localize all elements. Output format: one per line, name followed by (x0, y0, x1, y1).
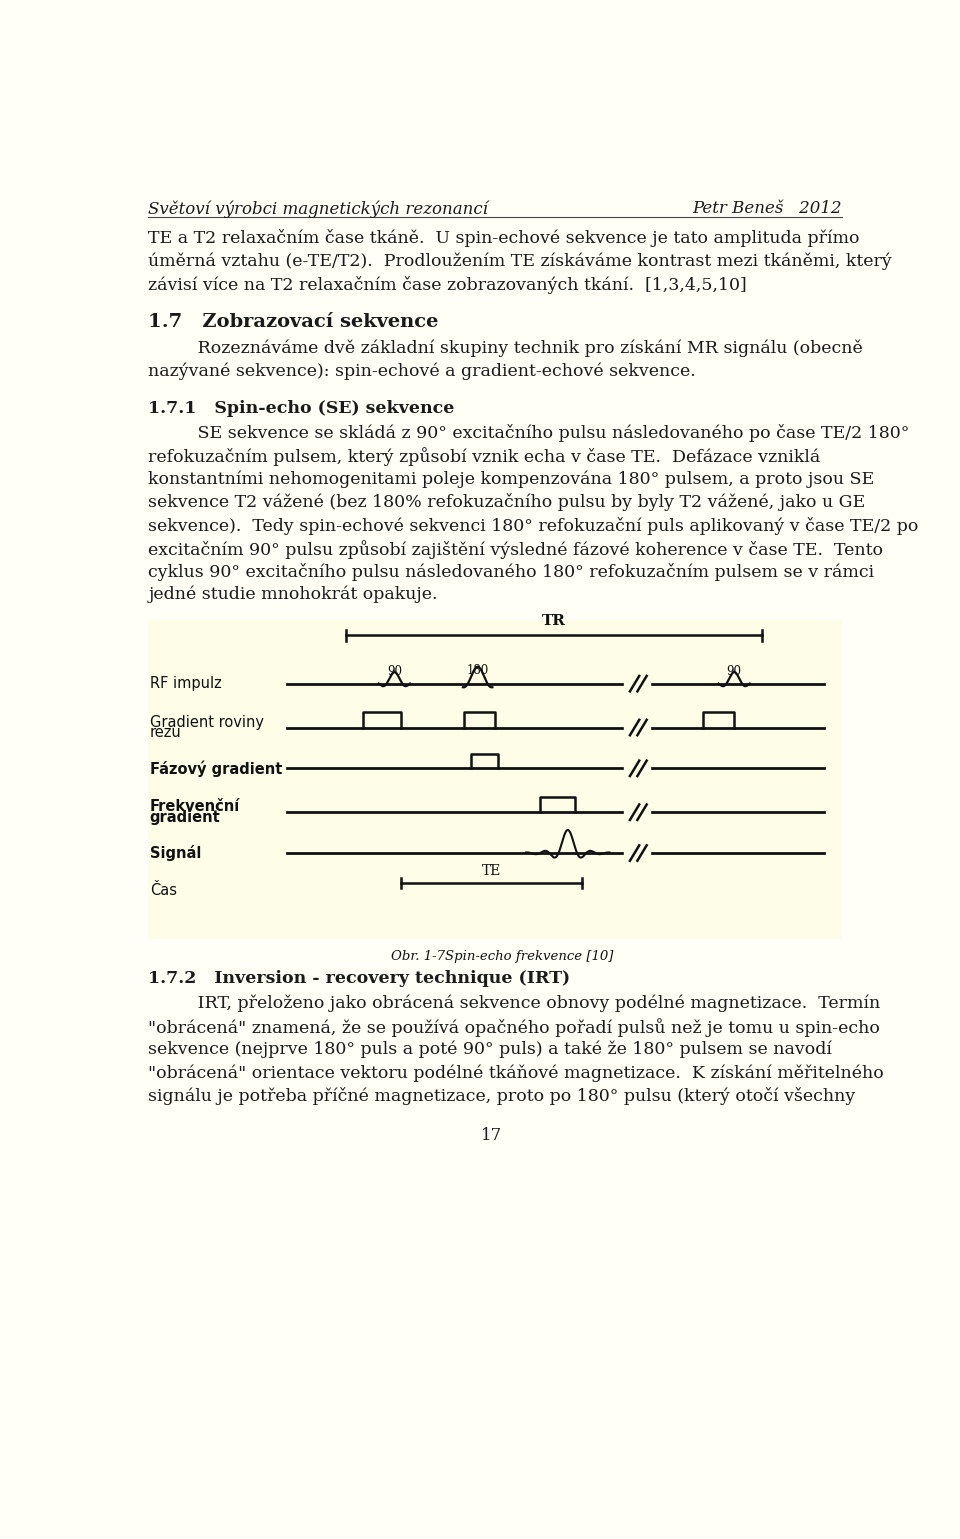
Text: 90: 90 (727, 665, 742, 679)
Text: Signál: Signál (150, 845, 202, 860)
Text: 1.7.2   Inversion - recovery technique (IRT): 1.7.2 Inversion - recovery technique (IR… (148, 970, 570, 986)
Text: 90: 90 (387, 665, 402, 679)
Text: jedné studie mnohokrát opakuje.: jedné studie mnohokrát opakuje. (148, 586, 438, 603)
Text: "obrácená" orientace vektoru podélné tkáňové magnetizace.  K získání měřitelného: "obrácená" orientace vektoru podélné tká… (148, 1063, 884, 1082)
Text: 1.7   Zobrazovací sekvence: 1.7 Zobrazovací sekvence (148, 312, 439, 331)
Text: úměrná vztahu (e-TE/T2).  Prodloužením TE získáváme kontrast mezi tkáněmi, který: úměrná vztahu (e-TE/T2). Prodloužením TE… (148, 252, 892, 269)
Text: gradient: gradient (150, 810, 221, 825)
Text: 180: 180 (467, 663, 489, 677)
Text: refokuzačním pulsem, který způsobí vznik echa v čase TE.  Defázace vzniklá: refokuzačním pulsem, který způsobí vznik… (148, 448, 821, 466)
Text: cyklus 90° excitačního pulsu následovaného 180° refokuzačním pulsem se v rámci: cyklus 90° excitačního pulsu následované… (148, 563, 875, 580)
Text: konstantními nehomogenitami poleje kompenzována 180° pulsem, a proto jsou SE: konstantními nehomogenitami poleje kompe… (148, 471, 875, 488)
Text: závisí více na T2 relaxačním čase zobrazovaných tkání.  [1,3,4,5,10]: závisí více na T2 relaxačním čase zobraz… (148, 275, 747, 294)
Text: RF impulz: RF impulz (150, 676, 222, 691)
Text: SE sekvence se skládá z 90° excitačního pulsu následovaného po čase TE/2 180°: SE sekvence se skládá z 90° excitačního … (148, 425, 910, 442)
Text: sekvence T2 vážené (bez 180% refokuzačního pulsu by byly T2 vážené, jako u GE: sekvence T2 vážené (bez 180% refokuzační… (148, 494, 866, 511)
Text: excitačním 90° pulsu způsobí zajištění výsledné fázové koherence v čase TE.  Ten: excitačním 90° pulsu způsobí zajištění v… (148, 540, 883, 559)
Text: nazývané sekvence): spin-echové a gradient-echové sekvence.: nazývané sekvence): spin-echové a gradie… (148, 363, 696, 380)
Text: TR: TR (542, 614, 565, 628)
Text: sekvence).  Tedy spin-echové sekvenci 180° refokuzační puls aplikovaný v čase TE: sekvence). Tedy spin-echové sekvenci 180… (148, 517, 919, 534)
Text: Fázový gradient: Fázový gradient (150, 760, 282, 777)
Text: 1.7.1   Spin-echo (SE) sekvence: 1.7.1 Spin-echo (SE) sekvence (148, 400, 455, 417)
Text: Frekvenční: Frekvenční (150, 799, 240, 814)
Text: signálu je potřeba příčné magnetizace, proto po 180° pulsu (který otočí všechny: signálu je potřeba příčné magnetizace, p… (148, 1087, 855, 1105)
Text: IRT, přeloženo jako obrácená sekvence obnovy podélné magnetizace.  Termín: IRT, přeloženo jako obrácená sekvence ob… (148, 994, 880, 1013)
Text: Čas: Čas (150, 883, 177, 899)
Text: TE: TE (482, 863, 501, 877)
Text: Obr. 1-7Spin-echo frekvence [10]: Obr. 1-7Spin-echo frekvence [10] (391, 950, 613, 963)
Text: Gradient roviny: Gradient roviny (150, 714, 264, 729)
Text: Rozeznáváme dvě základní skupiny technik pro získání MR signálu (obecně: Rozeznáváme dvě základní skupiny technik… (148, 340, 863, 357)
Text: rezu: rezu (150, 725, 181, 740)
Text: Petr Beneš   2012: Petr Beneš 2012 (692, 200, 842, 217)
Text: TE a T2 relaxačním čase tkáně.  U spin-echové sekvence je tato amplituda přímo: TE a T2 relaxačním čase tkáně. U spin-ec… (148, 229, 860, 248)
Text: "obrácená" znamená, že se používá opačného pořadí pulsů než je tomu u spin-echo: "obrácená" znamená, že se používá opačné… (148, 1017, 880, 1037)
Text: Světoví výrobci magnetických rezonancí: Světoví výrobci magnetických rezonancí (148, 200, 489, 217)
Text: sekvence (nejprve 180° puls a poté 90° puls) a také že 180° pulsem se navodí: sekvence (nejprve 180° puls a poté 90° p… (148, 1040, 832, 1059)
Bar (148, 620, 842, 939)
Text: 17: 17 (481, 1127, 503, 1143)
